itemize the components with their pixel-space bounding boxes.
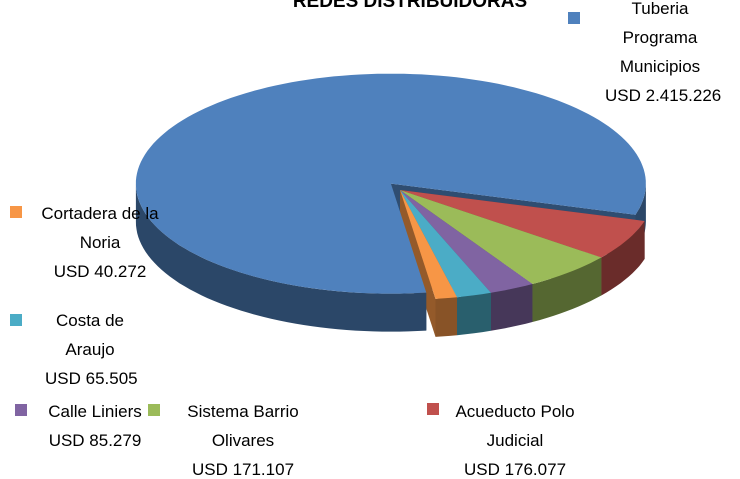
- category-label: Cortadera de la Noria: [41, 204, 159, 252]
- slice: [400, 190, 602, 284]
- slice-label: Acueducto Polo Judicial USD 176.077: [450, 397, 580, 479]
- slice-label: Cortadera de la Noria USD 40.272: [35, 199, 165, 286]
- value-label: USD 40.272: [53, 262, 147, 281]
- slice-wall: [435, 297, 457, 337]
- slice-wall: [490, 284, 533, 331]
- slice-wall: [135, 183, 427, 332]
- value-label: USD 85.279: [48, 431, 142, 450]
- category-label: Costa de Araujo: [55, 311, 125, 359]
- category-label: Tuberia Programa Municipios: [619, 0, 701, 76]
- legend-marker: [10, 206, 22, 218]
- chart-title: REDES DISTRIBUIDORAS: [292, 0, 528, 12]
- value-label: USD 171.107: [191, 460, 295, 479]
- slice: [135, 73, 646, 294]
- slice: [400, 190, 645, 258]
- slice-label: Costa de Araujo USD 65.505: [45, 306, 138, 393]
- legend-marker: [148, 404, 160, 416]
- slice-wall: [601, 221, 645, 296]
- legend-marker: [15, 404, 27, 416]
- value-label: USD 176.077: [463, 460, 567, 479]
- category-label: Acueducto Polo Judicial: [455, 402, 575, 450]
- category-label: Sistema Barrio Olivares: [187, 402, 299, 450]
- legend-marker: [568, 12, 580, 24]
- slice: [400, 190, 491, 298]
- slice-wall: [457, 292, 491, 336]
- slice-label: Tuberia Programa Municipios USD 2.415.226: [605, 0, 721, 110]
- slice: [400, 190, 457, 299]
- legend-marker: [10, 314, 22, 326]
- slice: [400, 190, 533, 293]
- slice-wall: [532, 257, 602, 322]
- value-label: USD 65.505: [45, 369, 138, 388]
- category-label: Calle Liniers: [48, 402, 142, 421]
- slice-label: Sistema Barrio Olivares USD 171.107: [173, 397, 313, 479]
- slice-label: Calle Liniers USD 85.279: [33, 397, 158, 455]
- legend-marker: [427, 403, 439, 415]
- slice-side: [400, 190, 436, 337]
- value-label: USD 2.415.226: [605, 86, 722, 105]
